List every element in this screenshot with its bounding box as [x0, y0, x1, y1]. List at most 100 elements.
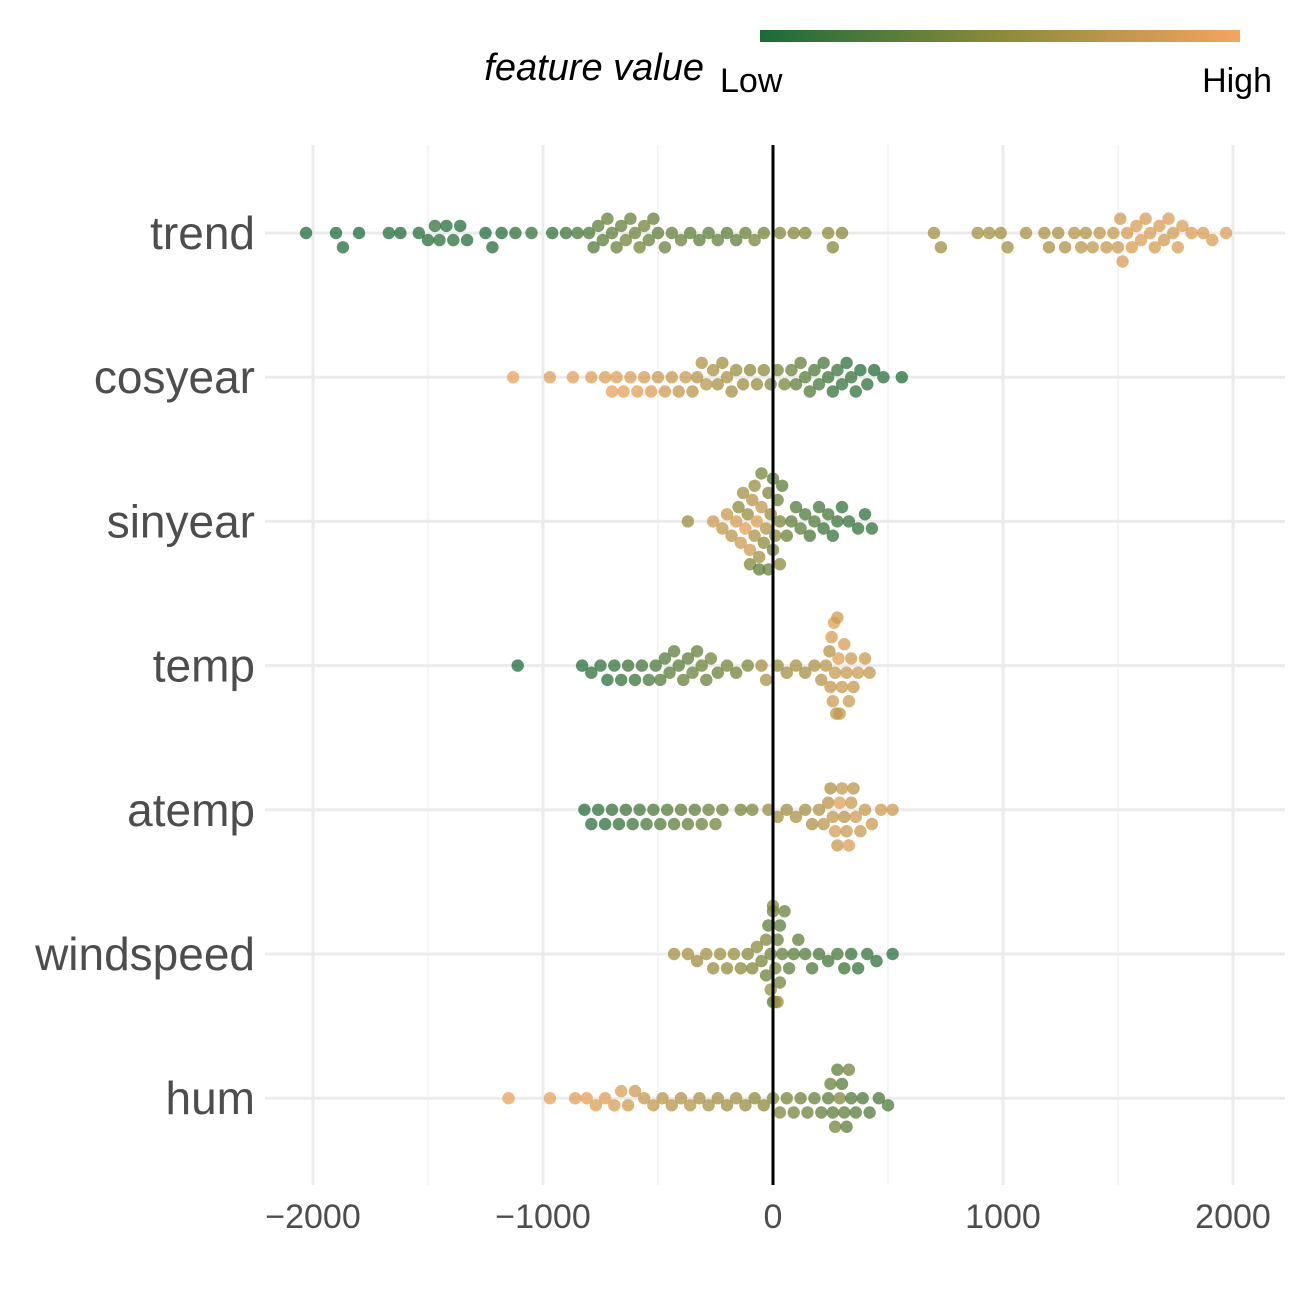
data-point-atemp [661, 803, 674, 816]
data-point-hum [615, 1084, 628, 1098]
x-tick-label: 1000 [965, 1198, 1041, 1236]
data-point-sinyear [736, 486, 750, 500]
data-point-sinyear [776, 479, 789, 492]
data-point-hum [826, 1106, 839, 1119]
data-point-trend [299, 226, 313, 240]
data-point-atemp [874, 803, 888, 816]
data-point-windspeed [734, 962, 747, 975]
data-point-trend [454, 219, 467, 233]
data-point-windspeed [720, 962, 734, 975]
data-point-trend [1038, 226, 1051, 240]
data-point-trend [1019, 226, 1033, 240]
data-point-cosyear [757, 363, 770, 377]
data-point-atemp [826, 810, 839, 824]
x-tick-label: 2000 [1195, 1198, 1271, 1236]
data-point-windspeed [812, 947, 826, 961]
data-point-windspeed [838, 962, 851, 975]
data-point-sinyear [739, 522, 752, 535]
data-point-atemp [612, 817, 626, 831]
data-point-windspeed [776, 947, 789, 961]
data-point-atemp [654, 817, 667, 831]
data-point-atemp [780, 803, 793, 816]
data-point-sinyear [780, 529, 793, 542]
data-point-trend [624, 212, 637, 225]
data-point-windspeed [792, 933, 805, 946]
data-point-atemp [854, 825, 867, 838]
data-point-cosyear [794, 356, 807, 370]
data-point-temp [828, 666, 842, 679]
data-point-trend [1219, 226, 1233, 240]
data-point-hum [569, 1092, 582, 1105]
legend-title: feature value [484, 47, 704, 89]
data-point-hum [621, 1099, 635, 1112]
data-point-temp [628, 673, 642, 687]
data-point-atemp [822, 796, 835, 809]
data-point-temp [686, 666, 699, 679]
data-point-atemp [626, 817, 639, 831]
data-point-atemp [640, 817, 653, 831]
y-tick-label: hum [166, 1072, 255, 1124]
legend: feature value Low High [484, 30, 1272, 100]
data-point-hum [693, 1092, 706, 1105]
data-point-temp [838, 638, 851, 651]
data-point-trend [1176, 219, 1189, 233]
data-point-windspeed [782, 962, 796, 975]
data-point-trend [1125, 241, 1139, 254]
data-point-atemp [709, 817, 722, 831]
data-point-sinyear [734, 536, 747, 549]
data-point-cosyear [585, 371, 598, 384]
data-point-temp [755, 659, 768, 672]
data-point-sinyear [681, 515, 695, 528]
data-point-atemp [849, 810, 862, 824]
data-point-trend [615, 219, 628, 233]
data-point-trend [757, 226, 770, 240]
data-point-temp [594, 659, 607, 672]
data-point-trend [983, 226, 996, 240]
data-point-cosyear [849, 385, 862, 398]
data-point-atemp [789, 810, 803, 824]
data-point-atemp [688, 803, 701, 816]
data-point-sinyear [851, 522, 865, 535]
data-point-cosyear [835, 378, 849, 391]
data-point-temp [642, 673, 655, 687]
data-point-temp [840, 666, 853, 679]
data-point-sinyear [755, 467, 768, 480]
data-point-hum [757, 1099, 770, 1112]
data-point-cosyear [686, 385, 699, 398]
data-point-atemp [578, 803, 591, 816]
data-point-trend [674, 233, 688, 247]
data-point-windspeed [822, 954, 835, 968]
data-point-hum [787, 1106, 800, 1119]
data-point-temp [831, 611, 844, 624]
data-point-trend [739, 226, 752, 240]
data-point-hum [815, 1106, 828, 1119]
data-point-hum [608, 1099, 621, 1112]
data-point-sinyear [741, 508, 754, 521]
data-point-cosyear [720, 371, 734, 384]
data-point-trend [1042, 241, 1056, 254]
data-point-atemp [585, 817, 598, 831]
data-point-windspeed [741, 947, 754, 961]
data-point-temp [842, 695, 856, 708]
data-point-temp [799, 666, 812, 679]
data-point-temp [759, 673, 773, 687]
data-point-windspeed [851, 962, 865, 975]
data-points [299, 212, 1233, 1133]
data-point-trend [651, 226, 665, 240]
y-tick-label: sinyear [107, 495, 255, 547]
data-point-temp [789, 659, 803, 672]
data-point-hum [720, 1099, 734, 1112]
x-tick-label: −1000 [495, 1198, 591, 1236]
data-point-atemp [746, 803, 759, 816]
data-point-trend [610, 241, 623, 254]
data-point-trend [428, 219, 442, 233]
data-point-atemp [865, 817, 879, 831]
data-point-atemp [695, 817, 708, 831]
data-point-hum [833, 1092, 846, 1105]
data-point-trend [382, 226, 396, 240]
data-point-temp [615, 673, 628, 687]
data-point-trend [1121, 226, 1134, 240]
data-point-atemp [824, 782, 837, 795]
data-point-trend [421, 233, 435, 247]
